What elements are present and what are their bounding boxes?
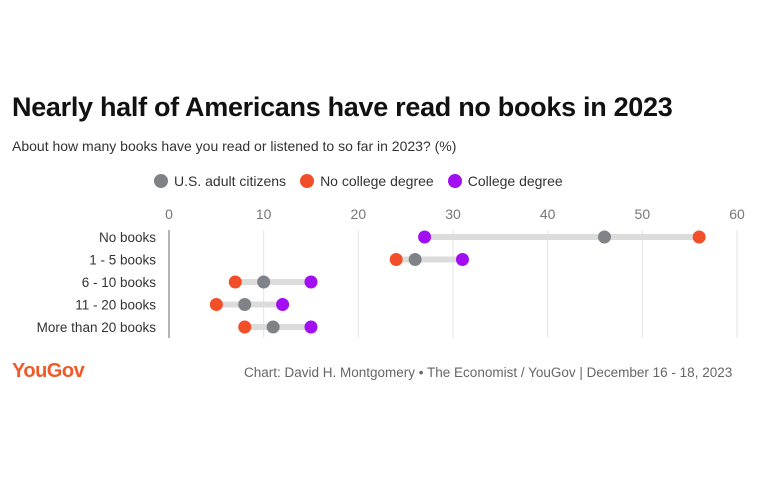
data-point [228, 275, 242, 289]
x-tick-label: 50 [635, 206, 651, 222]
legend-item-no-college: No college degree [300, 173, 434, 189]
grid-lines [168, 230, 738, 338]
data-point [276, 298, 290, 311]
legend-item-college: College degree [447, 173, 563, 189]
data-point [209, 298, 223, 311]
legend-item-us-adults: U.S. adult citizens [154, 173, 286, 189]
data-point [418, 230, 432, 244]
dot-plot: 0 10 20 30 40 50 60 No books 1 - 5 books 6 - 10 … [37, 206, 745, 338]
yougov-logo: YouGov [12, 360, 85, 382]
data-points [209, 230, 706, 334]
category-label: 6 - 10 books [82, 275, 157, 290]
data-point [238, 298, 252, 311]
x-tick-label: 40 [540, 206, 556, 222]
x-tick-label: 60 [729, 206, 745, 222]
data-point [304, 275, 318, 289]
legend-swatch-no-college [300, 174, 315, 188]
category-label: 11 - 20 books [75, 298, 156, 313]
legend-swatch-college [447, 174, 462, 188]
data-point [597, 230, 611, 244]
chart-title: Nearly half of Americans have read no bo… [12, 92, 673, 122]
legend-label-college: College degree [467, 173, 563, 189]
x-tick-label: 20 [351, 206, 367, 222]
data-point [304, 320, 318, 334]
data-point [266, 320, 280, 334]
category-labels: No books 1 - 5 books 6 - 10 books 11 - 20 b… [37, 230, 157, 335]
chart-subtitle: About how many books have you read or li… [12, 138, 457, 154]
data-point [238, 320, 252, 334]
chart-credit: Chart: David H. Montgomery • The Economi… [244, 365, 733, 380]
x-tick-label: 30 [445, 206, 461, 222]
legend-label-us-adults: U.S. adult citizens [174, 173, 287, 189]
legend: U.S. adult citizens No college degree Co… [154, 173, 577, 189]
data-point [408, 253, 422, 266]
data-point [257, 275, 271, 289]
x-tick-label: 0 [165, 206, 173, 222]
category-label: No books [99, 230, 156, 245]
category-label: More than 20 books [37, 320, 157, 335]
data-point [455, 253, 469, 266]
data-point [692, 230, 706, 244]
range-bars [213, 234, 703, 330]
data-point [389, 253, 403, 266]
category-label: 1 - 5 books [89, 253, 156, 268]
legend-label-no-college: No college degree [320, 173, 434, 189]
x-tick-labels: 0 10 20 30 40 50 60 [165, 206, 745, 222]
x-tick-label: 10 [256, 206, 272, 222]
legend-swatch-us-adults [154, 174, 168, 188]
